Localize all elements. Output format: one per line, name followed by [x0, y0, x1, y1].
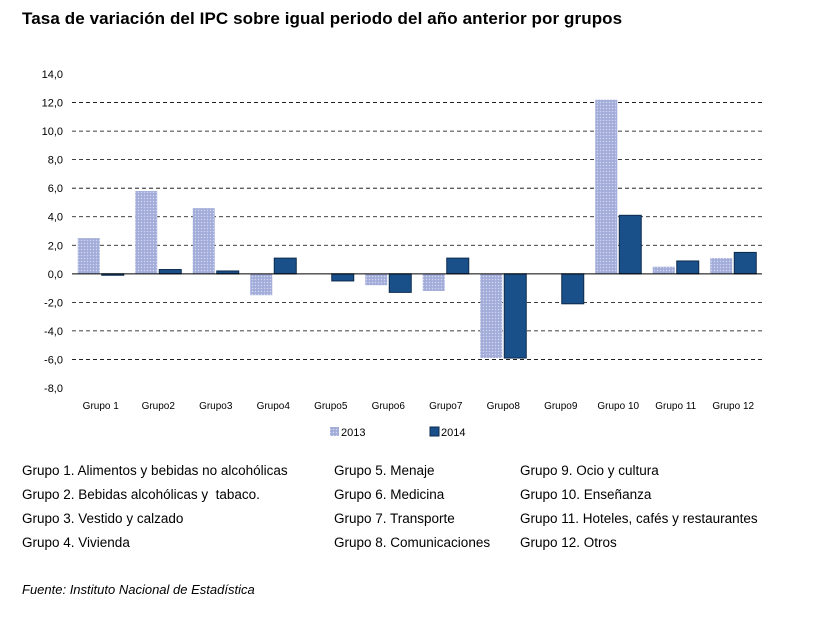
bar-2014 [676, 260, 700, 275]
chart-title: Tasa de variación del IPC sobre igual pe… [22, 9, 623, 28]
category-label: Grupo3 [199, 401, 233, 412]
legend-label: 2014 [441, 427, 465, 439]
group-item: Grupo 8. Comunicaciones [334, 535, 491, 550]
group-legend-column-3: Grupo 9. Ocio y cultura Grupo 10. Enseña… [520, 462, 758, 558]
bar-2013 [192, 208, 215, 274]
category-label: Grupo 12 [712, 401, 754, 412]
group-item: Grupo 10. Enseñanza [520, 487, 652, 502]
bar-2014 [273, 257, 297, 275]
group-legend-column-2: Grupo 5. Menaje Grupo 6. Medicina Grupo … [334, 462, 490, 558]
y-tick-label: 4,0 [48, 212, 63, 224]
category-label: Grupo5 [314, 401, 348, 412]
group-item: Grupo 5. Menaje [334, 463, 435, 478]
group-item: Grupo 9. Ocio y cultura [520, 463, 659, 478]
bar-2013 [422, 273, 445, 291]
bar-2013 [595, 99, 618, 274]
y-tick-label: 2,0 [48, 240, 63, 252]
bar-2013 [135, 191, 158, 274]
y-tick-label: -6,0 [44, 354, 63, 366]
category-label: Grupo4 [257, 401, 291, 412]
category-label: Grupo8 [487, 401, 521, 412]
group-item: Grupo 7. Transporte [334, 511, 455, 526]
bar-2014 [733, 251, 757, 275]
group-item: Grupo 3. Vestido y calzado [22, 511, 184, 526]
category-label: Grupo2 [142, 401, 176, 412]
category-label: Grupo 11 [655, 401, 696, 412]
category-label: Grupo 10 [597, 401, 639, 412]
group-item: Grupo 2. Bebidas alcohólicas y tabaco. [22, 487, 260, 502]
bar-2013 [250, 273, 273, 296]
bar-2014 [446, 257, 470, 275]
group-item: Grupo 1. Alimentos y bebidas no alcohóli… [22, 463, 288, 478]
y-tick-label: -2,0 [44, 297, 63, 309]
category-label: Grupo9 [544, 401, 578, 412]
bar-2014 [331, 273, 355, 282]
bar-2013 [365, 273, 388, 286]
bar-chart: -8,0 -6,0 -4,0 -2,0 0,0 2,0 4,0 6,0 8,0 10,0 12,0 1… [42, 69, 762, 439]
y-tick-label: 8,0 [48, 155, 63, 167]
bar-2014 [618, 214, 642, 275]
category-label: Grupo7 [429, 401, 463, 412]
y-tick-label: 6,0 [48, 183, 63, 195]
group-item: Grupo 11. Hoteles, cafés y restaurantes [520, 511, 758, 526]
y-tick-label: -4,0 [44, 326, 63, 338]
y-tick-label: 14,0 [42, 69, 63, 81]
group-legend-column-1: Grupo 1. Alimentos y bebidas no alcohóli… [22, 462, 288, 558]
y-tick-label: 10,0 [42, 126, 63, 138]
bar-2014 [503, 273, 527, 359]
category-label: Grupo 1 [83, 401, 120, 412]
group-item: Grupo 4. Vivienda [22, 535, 130, 550]
y-tick-label: 12,0 [42, 98, 63, 110]
legend-swatch-2013 [330, 427, 339, 436]
bar-2013 [480, 273, 503, 359]
group-item: Grupo 6. Medicina [334, 487, 445, 502]
bar-2013 [652, 266, 675, 274]
bar-2013 [710, 258, 733, 274]
group-item: Grupo 12. Otros [520, 535, 617, 550]
bar-2014 [388, 273, 412, 293]
y-tick-label: -8,0 [44, 383, 63, 395]
legend-swatch-2014 [429, 426, 440, 437]
bar-2013 [77, 238, 100, 274]
category-label: Grupo6 [372, 401, 406, 412]
bar-2014 [158, 269, 182, 275]
source-note: Fuente: Instituto Nacional de Estadístic… [22, 582, 255, 597]
y-tick-label: 0,0 [48, 269, 63, 281]
legend-label: 2013 [341, 427, 365, 439]
bar-2014 [561, 273, 585, 305]
